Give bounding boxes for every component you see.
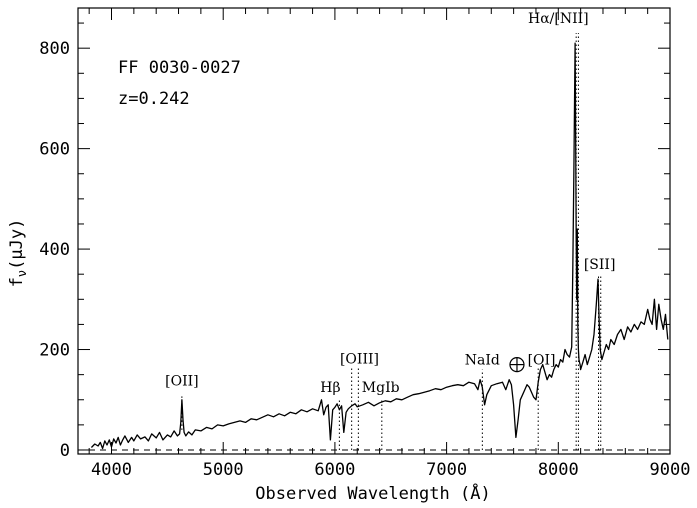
spectrum-line bbox=[90, 42, 669, 450]
y-tick-label: 0 bbox=[60, 441, 70, 461]
line-label: [OI] bbox=[528, 353, 556, 369]
x-tick-label: 7000 bbox=[426, 460, 467, 480]
x-tick-label: 6000 bbox=[314, 460, 355, 480]
line-label: MgIb bbox=[362, 380, 400, 396]
x-tick-label: 9000 bbox=[650, 460, 691, 480]
line-label: [SII] bbox=[584, 257, 616, 273]
redshift-label: z=0.242 bbox=[118, 89, 190, 109]
plot-frame bbox=[77, 7, 671, 455]
x-tick-label: 5000 bbox=[203, 460, 244, 480]
y-tick-label: 400 bbox=[39, 240, 70, 260]
plot-border bbox=[77, 7, 671, 455]
line-label: Hα/[NII] bbox=[528, 11, 589, 27]
line-label: Hβ bbox=[320, 380, 340, 396]
tick-labels: 4000 5000 6000 7000 8000 9000 0 200 400 600 800 bbox=[39, 39, 690, 480]
x-tick-label: 8000 bbox=[538, 460, 579, 480]
line-label: [OII] bbox=[165, 374, 198, 390]
spectrum-series bbox=[90, 42, 669, 450]
y-axis-title-main: f bbox=[7, 277, 27, 287]
y-tick-label: 800 bbox=[39, 39, 70, 59]
y-tick-label: 600 bbox=[39, 140, 70, 160]
y-axis-title: fν(μJy) bbox=[7, 219, 29, 288]
object-name: FF 0030-0027 bbox=[118, 58, 241, 78]
line-labels: [OII] Hβ[OIII] MgIb NaId [OI] [SII] Hα/[NII] bbox=[165, 11, 615, 396]
y-axis-title-sub: ν bbox=[15, 270, 29, 277]
axis-ticks bbox=[78, 8, 671, 454]
line-label: [OIII] bbox=[340, 352, 379, 368]
y-axis-title-rest: (μJy) bbox=[7, 219, 27, 270]
line-label: NaId bbox=[465, 353, 500, 369]
x-tick-label: 4000 bbox=[91, 460, 132, 480]
y-tick-label: 200 bbox=[39, 341, 70, 361]
x-axis-title: Observed Wavelength (Å) bbox=[255, 482, 490, 504]
